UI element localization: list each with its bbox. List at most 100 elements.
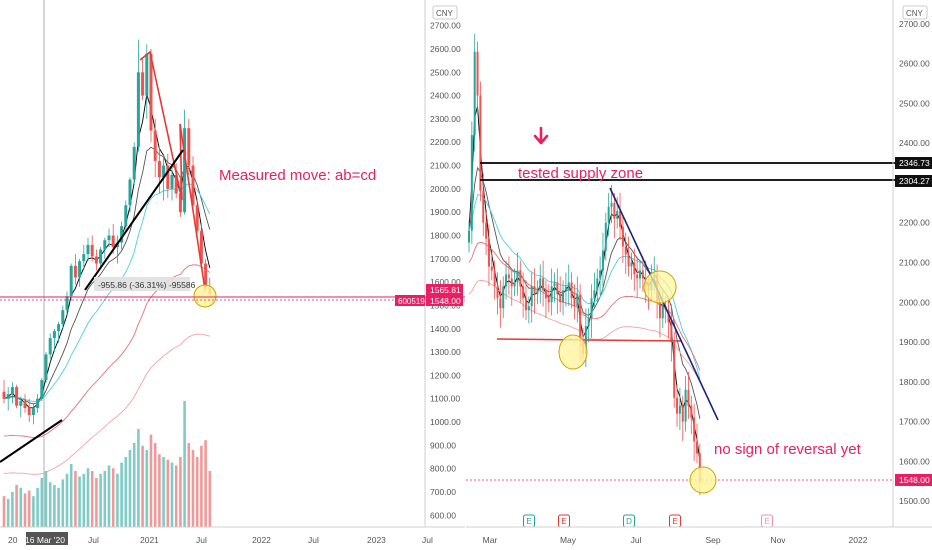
daily-x-tick-labels: Mar May Jul Sep Nov 2022 [483,535,868,545]
daily-price-axis[interactable]: CNY 1500.00 1600.00 1700.00 1800.00 1900.00 2… [892,0,932,527]
trendline-upper [84,149,184,291]
weekly-y-tick: 1200.00 [430,370,461,380]
volume-bar [11,492,14,527]
crosshair-date-badge [26,532,68,545]
daily-candle-body [607,206,610,223]
volume-bar [120,462,123,527]
candle-body [141,72,145,96]
candle-body [94,256,98,264]
weekly-chart-background [0,0,425,527]
candle-body [69,265,73,297]
volume-bar [2,496,6,527]
daily-y-tick: 1900.00 [899,337,930,347]
weekly-price-axis[interactable]: CNY 600.00 700.00 800.00 900.00 1000.00 1100.… [0,0,465,527]
daily-candle-body [681,405,684,422]
daily-y-tick: 1500.00 [899,496,930,506]
volume-bar [19,487,23,527]
volume-bar [128,450,132,527]
daily-moving-average-line [468,241,701,371]
daily-y-tick: 1600.00 [899,456,930,466]
daily-y-tick: 2100.00 [899,258,930,268]
volume-bar [74,471,77,527]
breakdown-circle [643,270,677,304]
volume-bar [86,468,90,527]
daily-candle-body [476,51,479,96]
trendline-lower [0,419,63,463]
candle-body [183,128,187,213]
symbol-tag-text: 600519 [398,297,425,306]
daily-candle-body [562,290,565,303]
volume-bar [95,478,98,527]
weekly-y-tick: 2300.00 [430,114,461,124]
daily-time-axis[interactable]: Mar May Jul Sep Nov 2022 [466,526,932,545]
volume-bar [61,479,65,527]
daily-candle-body [633,262,636,275]
volume-bar [107,465,111,527]
volume-bar [191,450,195,527]
event-marker-label: E [526,517,531,526]
volume-bar [179,457,182,527]
daily-candle-body [493,270,496,287]
daily-candle-body [547,298,550,303]
weekly-chart[interactable]: -955.86 (-36.31%) -95586 Measured move: … [0,0,425,527]
candle-body [174,174,178,194]
candle-body [136,72,140,147]
daily-chart[interactable]: tested supply zone no sign of reversal y… [466,0,932,528]
neckline [496,338,683,342]
daily-y-tick: 1700.00 [899,417,930,427]
daily-candle-body [522,286,525,299]
daily-candle-body [533,286,536,295]
candle-body [61,310,65,325]
daily-x-tick: Mar [483,535,498,545]
measure-box [94,277,190,291]
candle-body [90,244,94,257]
price-tag-lower [426,295,463,306]
weekly-y-tick: 1300.00 [430,347,461,357]
daily-y-tick: 2400.00 [899,138,930,148]
candle-body [149,53,153,131]
daily-candle-body [658,302,661,319]
daily-candle-body [542,278,545,291]
daily-candle-body [624,246,627,255]
volume-bar [187,443,191,527]
candle-body [120,226,124,243]
weekly-time-axis[interactable]: 20 16 Mar '20 Jul 2021 Jul 2022 Jul 2023 Jul [0,526,465,545]
candle-body [2,391,6,399]
down-trendline [609,187,719,421]
daily-candle-body [661,306,664,319]
daily-candle-body [684,389,687,422]
daily-candle-body [673,342,676,398]
volume-bar [124,457,128,527]
currency-badge [432,5,458,20]
weekly-x-tick: 2023 [367,535,386,545]
supply-zone-annotation: tested supply zone [518,165,643,182]
daily-y-tick: 1800.00 [899,377,930,387]
daily-candle-body [639,270,641,279]
daily-candle-body [610,202,613,207]
candle-body [132,146,136,180]
volume-bar [82,473,86,527]
candle-body [19,401,23,406]
volume-bar [78,476,81,527]
event-marker-label: D [626,517,632,526]
currency-label: CNY [436,9,454,18]
daily-candle-body [485,222,488,239]
daily-candle-body [482,190,485,223]
target-circle-daily [689,466,717,494]
measured-move-annotation: Measured move: ab=cd [219,167,376,184]
candle-body [162,165,166,178]
volume-bar [208,471,212,527]
volume-bar [111,468,115,527]
candle-body [73,265,77,278]
weekly-y-tick: 1600.00 [430,277,461,287]
candle-body [27,408,31,416]
daily-candle-body [570,282,573,299]
daily-candle-body [627,254,630,267]
candle-body [204,263,208,287]
daily-candle-body [564,286,567,291]
daily-candle-body [573,298,576,307]
daily-candle-body [670,322,673,343]
zone-low-tag-text: 2304.27 [899,176,930,186]
